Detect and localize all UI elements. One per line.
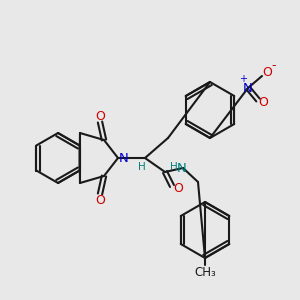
Text: O: O — [258, 97, 268, 110]
Text: O: O — [95, 110, 105, 122]
Text: +: + — [239, 74, 247, 84]
Text: H: H — [138, 162, 146, 172]
Text: O: O — [262, 67, 272, 80]
Text: -: - — [272, 59, 276, 73]
Text: H: H — [170, 162, 178, 172]
Text: N: N — [119, 152, 129, 164]
Text: N: N — [177, 161, 187, 175]
Text: N: N — [243, 82, 253, 94]
Text: CH₃: CH₃ — [194, 266, 216, 280]
Text: O: O — [173, 182, 183, 196]
Text: O: O — [95, 194, 105, 206]
